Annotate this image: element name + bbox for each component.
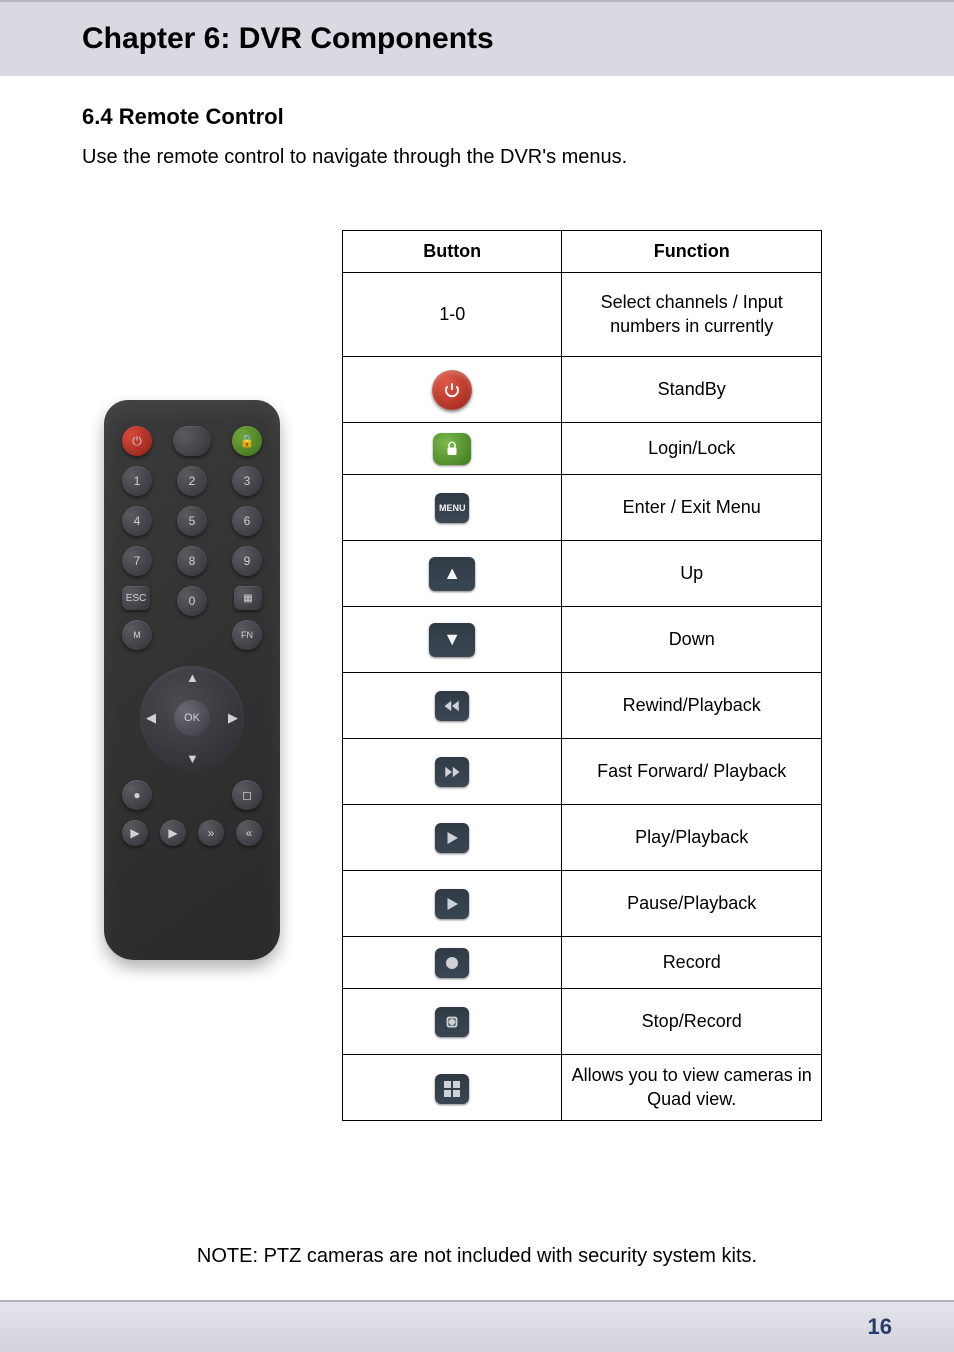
play-icon bbox=[435, 823, 469, 853]
quad-view-icon bbox=[435, 1074, 469, 1104]
table-row: StandBy bbox=[343, 357, 822, 423]
remote-power-icon: ⏻ bbox=[122, 426, 152, 456]
remote-num: 7 bbox=[122, 546, 152, 576]
function-cell: Record bbox=[562, 937, 822, 989]
remote-up-icon: ▲ bbox=[186, 670, 199, 685]
rewind-icon bbox=[435, 691, 469, 721]
chapter-header-bar: Chapter 6: DVR Components bbox=[0, 0, 954, 76]
down-arrow-icon: ▼ bbox=[429, 623, 475, 657]
button-cell bbox=[343, 805, 562, 871]
table-header-function: Function bbox=[562, 231, 822, 273]
table-row: Play/Playback bbox=[343, 805, 822, 871]
button-cell bbox=[343, 739, 562, 805]
remote-ffwd-icon: » bbox=[198, 820, 224, 846]
remote-num: 3 bbox=[232, 466, 262, 496]
button-cell bbox=[343, 423, 562, 475]
button-cell bbox=[343, 937, 562, 989]
lock-icon bbox=[433, 433, 471, 465]
table-row: MENU Enter / Exit Menu bbox=[343, 475, 822, 541]
fast-forward-icon bbox=[435, 757, 469, 787]
remote-image: ⏻ 🔒 1 2 3 4 5 6 7 bbox=[82, 400, 302, 960]
function-cell: Stop/Record bbox=[562, 989, 822, 1055]
function-cell: Pause/Playback bbox=[562, 871, 822, 937]
remote-record-icon: ● bbox=[122, 780, 152, 810]
button-cell bbox=[343, 673, 562, 739]
button-cell: 1-0 bbox=[343, 273, 562, 357]
remote-right-icon: ▶ bbox=[228, 710, 238, 726]
function-cell: StandBy bbox=[562, 357, 822, 423]
table-row: Allows you to view cameras in Quad view. bbox=[343, 1055, 822, 1121]
body-row: ⏻ 🔒 1 2 3 4 5 6 7 bbox=[82, 230, 872, 1121]
remote-num: 0 bbox=[177, 586, 207, 616]
table-header-button: Button bbox=[343, 231, 562, 273]
table-row: ▼ Down bbox=[343, 607, 822, 673]
remote-num: 8 bbox=[177, 546, 207, 576]
button-cell bbox=[343, 989, 562, 1055]
table-row: Login/Lock bbox=[343, 423, 822, 475]
table-row: Pause/Playback bbox=[343, 871, 822, 937]
page-number: 16 bbox=[868, 1314, 892, 1340]
remote-rewind-icon: « bbox=[236, 820, 262, 846]
table-row: Record bbox=[343, 937, 822, 989]
remote-stop-icon: ◻ bbox=[232, 780, 262, 810]
button-cell bbox=[343, 357, 562, 423]
footnote: NOTE: PTZ cameras are not included with … bbox=[0, 1245, 954, 1268]
remote-num: 2 bbox=[177, 466, 207, 496]
power-icon bbox=[432, 370, 472, 410]
button-cell: ▼ bbox=[343, 607, 562, 673]
remote-dpad: ▲ ▼ ◀ ▶ OK bbox=[132, 658, 252, 778]
up-arrow-icon: ▲ bbox=[429, 557, 475, 591]
table-row: 1-0Select channels / Input numbers in cu… bbox=[343, 273, 822, 357]
table-row: Fast Forward/ Playback bbox=[343, 739, 822, 805]
remote-blank-icon bbox=[173, 426, 211, 456]
remote-pause-icon: ▶ bbox=[160, 820, 186, 846]
remote-quad-icon: ▦ bbox=[234, 586, 262, 610]
remote-num: 6 bbox=[232, 506, 262, 536]
function-cell: Enter / Exit Menu bbox=[562, 475, 822, 541]
table-header-row: Button Function bbox=[343, 231, 822, 273]
remote-num: 1 bbox=[122, 466, 152, 496]
remote-play-icon: ▶ bbox=[122, 820, 148, 846]
remote-lock-icon: 🔒 bbox=[232, 426, 262, 456]
remote-num: 5 bbox=[177, 506, 207, 536]
button-cell bbox=[343, 871, 562, 937]
intro-text: Use the remote control to navigate throu… bbox=[82, 144, 872, 170]
document-page: Chapter 6: DVR Components 6.4 Remote Con… bbox=[0, 0, 954, 1352]
stop-icon bbox=[435, 1007, 469, 1037]
button-cell: MENU bbox=[343, 475, 562, 541]
content-area: 6.4 Remote Control Use the remote contro… bbox=[0, 76, 954, 1121]
section-title: 6.4 Remote Control bbox=[82, 104, 872, 130]
remote-num: 4 bbox=[122, 506, 152, 536]
chapter-title: Chapter 6: DVR Components bbox=[82, 22, 494, 56]
table-row: Rewind/Playback bbox=[343, 673, 822, 739]
function-cell: Allows you to view cameras in Quad view. bbox=[562, 1055, 822, 1121]
button-cell: ▲ bbox=[343, 541, 562, 607]
table-row: Stop/Record bbox=[343, 989, 822, 1055]
table-row: ▲ Up bbox=[343, 541, 822, 607]
pause-icon bbox=[435, 889, 469, 919]
function-cell: Down bbox=[562, 607, 822, 673]
function-cell: Fast Forward/ Playback bbox=[562, 739, 822, 805]
remote-num: 9 bbox=[232, 546, 262, 576]
function-cell: Up bbox=[562, 541, 822, 607]
function-cell: Play/Playback bbox=[562, 805, 822, 871]
remote-fn-icon: FN bbox=[232, 620, 262, 650]
remote-ok-button: OK bbox=[174, 700, 210, 736]
page-footer: 16 bbox=[0, 1300, 954, 1352]
remote-menu-icon: M bbox=[122, 620, 152, 650]
button-cell bbox=[343, 1055, 562, 1121]
remote-body: ⏻ 🔒 1 2 3 4 5 6 7 bbox=[104, 400, 280, 960]
button-function-table: Button Function 1-0Select channels / Inp… bbox=[342, 230, 822, 1121]
remote-down-icon: ▼ bbox=[186, 751, 199, 766]
function-cell: Select channels / Input numbers in curre… bbox=[562, 273, 822, 357]
function-cell: Login/Lock bbox=[562, 423, 822, 475]
remote-esc-button: ESC bbox=[122, 586, 150, 610]
function-cell: Rewind/Playback bbox=[562, 673, 822, 739]
record-icon bbox=[435, 948, 469, 978]
menu-icon: MENU bbox=[435, 493, 469, 523]
remote-left-icon: ◀ bbox=[146, 710, 156, 726]
